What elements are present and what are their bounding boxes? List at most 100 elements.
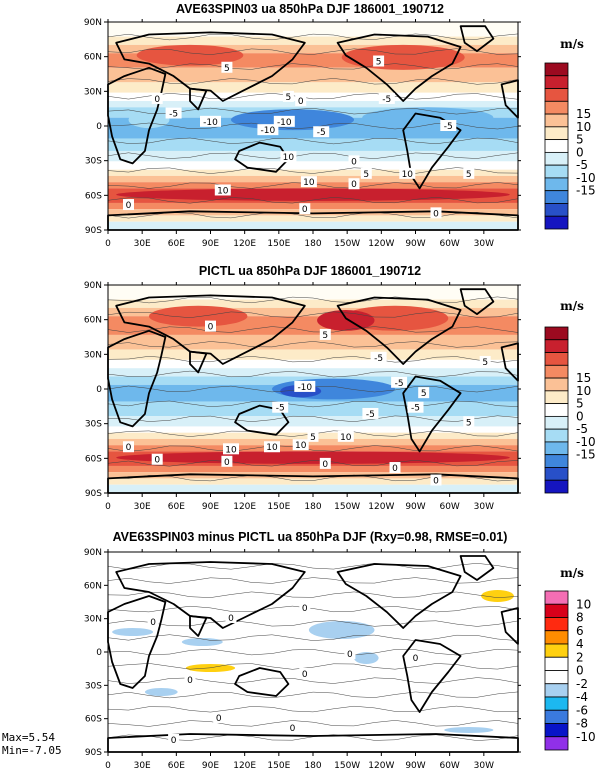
contour-label: 10 <box>303 178 315 188</box>
contour-label: 0 <box>187 676 193 686</box>
contour-line <box>107 705 519 713</box>
contour-label-bg <box>410 652 421 663</box>
colorbar-label: 10 <box>576 597 591 611</box>
panel1-units: m/s <box>560 37 584 51</box>
x-tick-label: 180 <box>304 502 321 512</box>
contour-label-bg <box>319 457 331 469</box>
colorbar-label: -15 <box>576 448 596 462</box>
contour-label-bg <box>479 355 491 367</box>
map-band <box>108 438 518 446</box>
map-band <box>108 426 518 433</box>
colorbar-swatch <box>544 709 569 724</box>
contour-label: 5 <box>286 93 292 103</box>
coastline <box>336 33 462 102</box>
colorbar-label: -8 <box>576 717 588 731</box>
contour-label: -5 <box>444 122 453 132</box>
colorbar-swatch <box>544 643 569 658</box>
map-band <box>108 169 518 176</box>
contour-label: 0 <box>302 670 308 680</box>
x-tick-label: 60W <box>439 761 459 771</box>
contour-label-bg <box>282 90 294 102</box>
coastline <box>402 639 462 713</box>
coastline <box>107 66 167 165</box>
colorbar-label: -10 <box>576 435 596 449</box>
map-band <box>108 478 518 485</box>
colorbar-label: -15 <box>576 184 596 198</box>
contour-label: -10 <box>297 383 312 393</box>
colorbar-swatch <box>544 617 569 632</box>
colorbar-swatch <box>544 377 569 392</box>
map-band <box>108 465 518 473</box>
contour-line <box>107 167 519 174</box>
contour-line <box>107 356 519 363</box>
colorbar-swatch <box>544 151 569 166</box>
x-tick-label: 30E <box>134 761 151 771</box>
y-tick-label: 0 <box>96 648 102 658</box>
colorbar-label: -5 <box>576 422 588 436</box>
x-tick-label: 150E <box>267 761 290 771</box>
contour-label: 0 <box>433 477 439 487</box>
map-band <box>108 416 518 427</box>
contour-label: 0 <box>413 654 419 664</box>
colorbar-swatch <box>544 75 569 89</box>
map-band <box>108 150 518 162</box>
colorbar-swatch <box>544 139 569 153</box>
contour-label-bg <box>123 199 134 211</box>
y-tick-label: 30N <box>84 350 102 360</box>
x-tick-label: 150W <box>334 239 360 249</box>
contour-label-bg <box>287 722 298 733</box>
contour-label: -5 <box>382 95 391 105</box>
colorbar-swatch <box>544 603 569 618</box>
contour-label: 10 <box>402 170 414 180</box>
colorbar-swatch <box>544 441 569 456</box>
colorbar-swatch <box>544 126 569 141</box>
x-tick-label: 180 <box>304 761 321 771</box>
colorbar-swatch <box>544 467 569 481</box>
colorbar-label: 0 <box>576 409 584 423</box>
contour-line <box>107 620 519 627</box>
contour-label-bg <box>337 430 354 442</box>
contour-line <box>107 605 519 613</box>
colorbar-swatch <box>544 339 569 353</box>
contour-label: -5 <box>366 410 375 420</box>
x-tick-label: 90E <box>202 502 219 512</box>
contour-label-bg <box>257 124 279 136</box>
contour-label: -5 <box>374 354 383 364</box>
x-tick-label: 90E <box>202 761 219 771</box>
panel1-title: AVE63SPIN03 ua 850hPa DJF 186001_190712 <box>176 2 444 16</box>
colorbar-swatch <box>544 203 569 217</box>
x-tick-label: 0 <box>105 239 111 249</box>
y-tick-label: 60S <box>85 454 102 464</box>
coastline <box>459 555 495 581</box>
contour-line <box>107 48 519 55</box>
contour-label: 0 <box>433 209 439 219</box>
colorbar-swatch <box>544 326 569 341</box>
contour-line <box>107 591 519 598</box>
colorbar-label: -6 <box>576 703 588 717</box>
contour-label-bg <box>373 55 385 67</box>
contour-label-bg <box>200 115 221 127</box>
map-band <box>108 334 518 350</box>
contour-label-bg <box>299 602 311 613</box>
contour-label: -5 <box>411 404 420 414</box>
contour-label-bg <box>407 401 424 413</box>
contour-label-bg <box>272 401 289 413</box>
map-band <box>108 101 518 108</box>
colorbar-swatch <box>544 177 569 192</box>
contour-label-bg <box>463 167 475 179</box>
contour-label: 0 <box>171 736 177 746</box>
colorbar-label: -2 <box>576 677 588 691</box>
x-tick-label: 60E <box>168 502 185 512</box>
coastline <box>189 87 208 111</box>
y-tick-label: 90S <box>85 748 102 758</box>
y-tick-label: 90N <box>84 548 102 558</box>
map-band <box>108 209 518 216</box>
x-tick-label: 30W <box>474 239 494 249</box>
contour-line <box>107 577 519 584</box>
map-band <box>108 92 518 102</box>
coastline <box>115 561 306 629</box>
coastline <box>459 25 495 52</box>
x-tick-label: 150E <box>267 239 290 249</box>
colorbar-label: -10 <box>576 730 596 744</box>
